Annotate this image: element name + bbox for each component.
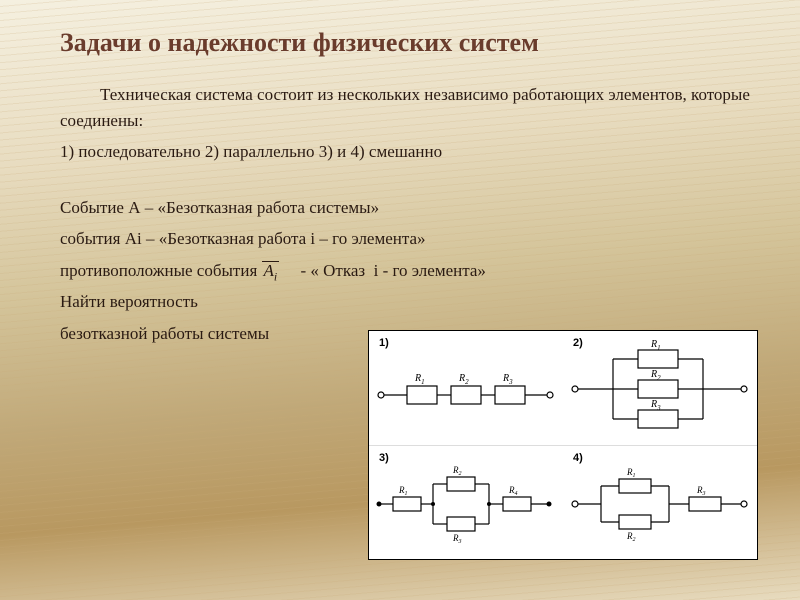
slide-content: Задачи о надежности физических систем Те… bbox=[0, 0, 800, 372]
event-ai: события Ai – «Безотказная работа i – го … bbox=[60, 226, 750, 252]
svg-text:R1: R1 bbox=[626, 467, 636, 479]
opposite-events: противоположные события Ai - « Отказ i -… bbox=[60, 258, 750, 284]
event-a: Событие А – «Безотказная работа системы» bbox=[60, 195, 750, 221]
a-bar-symbol: Ai bbox=[262, 261, 280, 283]
diagram-mixed-2: 4) R1 R2 R3 bbox=[563, 445, 757, 559]
mixed2-svg: R1 R2 R3 bbox=[563, 446, 758, 561]
body-text: Техническая система состоит из нескольки… bbox=[60, 82, 750, 346]
diagram-mixed-1: 3) R1 R2 R3 R4 bbox=[369, 445, 563, 559]
series-svg: R1 R2 R3 bbox=[369, 331, 564, 446]
opposite-post: - « Отказ i - го элемента» bbox=[283, 261, 485, 280]
options-text: 1) последовательно 2) параллельно 3) и 4… bbox=[60, 139, 750, 165]
parallel-svg: R1 R2 R3 bbox=[563, 331, 758, 446]
svg-text:R1: R1 bbox=[398, 485, 408, 497]
a-bar-sub: i bbox=[274, 269, 277, 283]
svg-text:R4: R4 bbox=[508, 485, 518, 497]
find-text: Найти вероятность bbox=[60, 289, 750, 315]
spacer bbox=[60, 171, 750, 189]
svg-text:R1: R1 bbox=[414, 373, 425, 386]
mixed1-svg: R1 R2 R3 R4 bbox=[369, 446, 564, 561]
svg-text:R2: R2 bbox=[458, 373, 469, 386]
svg-text:R2: R2 bbox=[452, 465, 462, 477]
svg-text:R3: R3 bbox=[502, 373, 513, 386]
a-bar-letter: A bbox=[264, 261, 274, 280]
slide-title: Задачи о надежности физических систем bbox=[60, 28, 750, 58]
svg-text:R3: R3 bbox=[452, 533, 462, 545]
circuit-diagrams: 1) R1 R2 R3 2) bbox=[368, 330, 758, 560]
svg-text:R2: R2 bbox=[626, 531, 636, 543]
diagram-series: 1) R1 R2 R3 bbox=[369, 331, 563, 445]
svg-text:R3: R3 bbox=[696, 485, 706, 497]
intro-text: Техническая система состоит из нескольки… bbox=[60, 82, 750, 133]
diagram-parallel: 2) R1 R2 R3 bbox=[563, 331, 757, 445]
opposite-pre: противоположные события bbox=[60, 261, 262, 280]
